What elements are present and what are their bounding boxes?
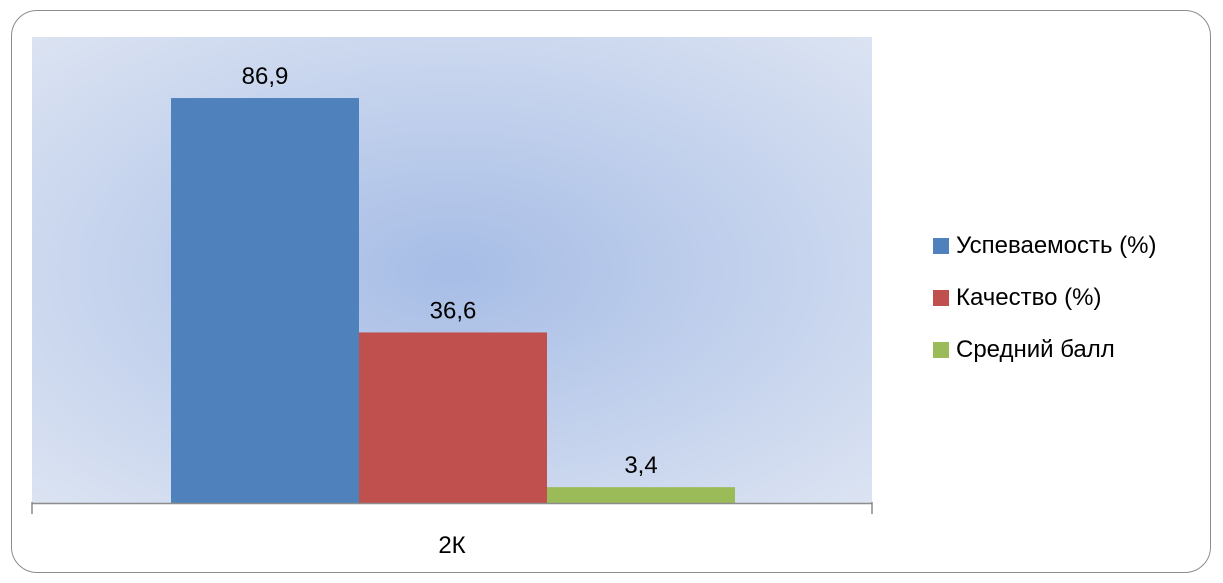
bar-average [547, 487, 735, 503]
x-axis-line [31, 502, 873, 514]
legend-swatch-quality [933, 289, 949, 306]
data-label-average: 3,4 [624, 452, 657, 479]
bar-progress [171, 98, 359, 504]
legend-item-average: Средний балл [933, 335, 1213, 364]
legend-label-progress: Успеваемость (%) [956, 232, 1157, 259]
legend-swatch-progress [933, 237, 949, 254]
legend-label-average: Средний балл [956, 336, 1115, 363]
legend-swatch-average [933, 341, 949, 358]
legend-item-progress: Успеваемость (%) [933, 231, 1213, 260]
data-label-progress: 86,9 [242, 63, 289, 90]
legend: Успеваемость (%) Качество (%) Средний ба… [933, 231, 1213, 387]
legend-label-quality: Качество (%) [956, 284, 1102, 311]
x-tick-label: 2К [438, 532, 465, 559]
bar-quality [359, 332, 547, 503]
data-label-quality: 36,6 [430, 297, 477, 324]
legend-item-quality: Качество (%) [933, 283, 1213, 312]
